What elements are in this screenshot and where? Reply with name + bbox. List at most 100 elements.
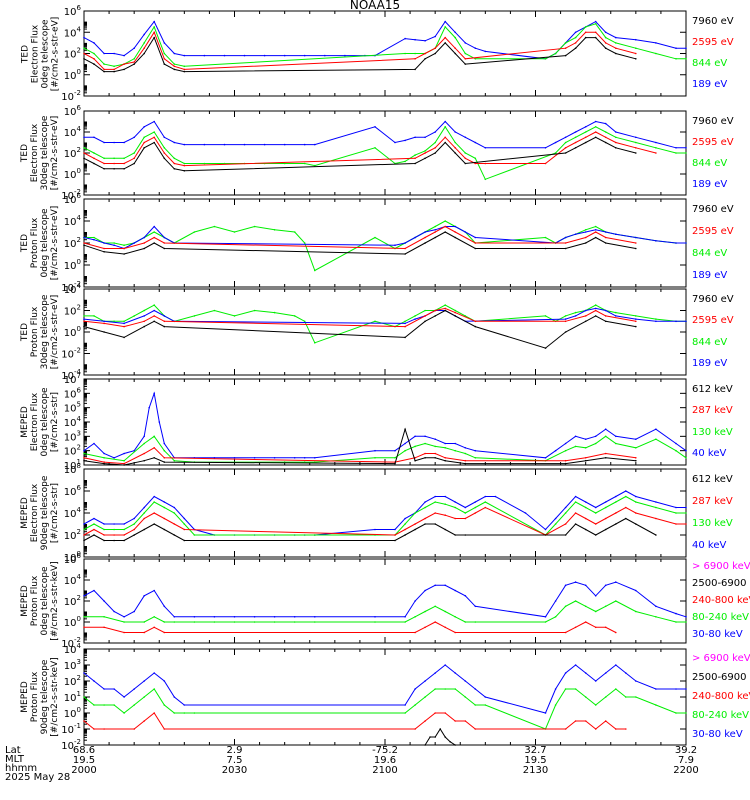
x-row-label: Lat [5, 745, 21, 756]
data-point [233, 616, 236, 618]
data-point [93, 528, 95, 531]
data-point [183, 65, 186, 68]
y-tick-label-base: 10 [64, 261, 77, 272]
data-point [655, 506, 657, 509]
data-point [374, 147, 376, 149]
data-point [103, 168, 105, 170]
data-point [153, 20, 155, 23]
data-point [604, 136, 607, 139]
y-tick-label: 102 [64, 47, 81, 61]
y-tick-label-exponent: 4 [77, 282, 82, 290]
y-tick-label-exponent: 4 [77, 573, 82, 581]
data-point [635, 512, 637, 514]
data-point [655, 501, 657, 503]
data-point [424, 157, 426, 160]
data-point [584, 696, 587, 698]
data-point [635, 315, 637, 317]
data-point [303, 143, 306, 146]
data-point [103, 141, 105, 144]
y-tick-label-base: 10 [64, 307, 77, 318]
data-point [314, 621, 316, 623]
data-point [615, 141, 617, 144]
data-point [414, 616, 416, 618]
data-point [83, 318, 85, 320]
data-point [484, 178, 487, 181]
y-tick-label: 10-2 [61, 89, 81, 103]
data-point [675, 442, 677, 445]
legend-entry: 844 eV [692, 58, 728, 70]
data-point [153, 242, 155, 244]
y-tick-label: 100 [64, 706, 81, 720]
data-point [464, 534, 467, 536]
data-point [464, 517, 467, 520]
data-point [584, 231, 587, 233]
data-point [655, 616, 657, 618]
data-point [615, 631, 617, 634]
data-point [615, 315, 617, 317]
data-point [604, 626, 607, 629]
y-axis-label-line: TED [20, 233, 30, 253]
series-line-1 [83, 581, 687, 618]
data-point [444, 688, 447, 690]
data-point [444, 457, 447, 459]
y-tick-label-exponent: 2 [77, 236, 81, 244]
data-point [183, 143, 186, 146]
data-point [93, 442, 95, 445]
y-tick-label: 10-2 [61, 738, 81, 752]
data-point [594, 136, 597, 139]
y-tick-label-exponent: 0 [77, 325, 81, 333]
data-point [584, 438, 587, 441]
data-point [594, 534, 597, 536]
y-tick-label: 104 [64, 642, 82, 656]
y-axis-label-line: Proton Flux [30, 217, 40, 269]
legend-entry: 7960 eV [692, 293, 734, 305]
data-point [163, 147, 166, 149]
y-tick-label: 104 [64, 25, 82, 39]
x-tick-label-lat: 68.6 [72, 745, 96, 756]
data-point [574, 495, 577, 498]
data-point [394, 449, 396, 452]
data-point [474, 236, 477, 239]
data-point [655, 605, 657, 608]
data-point [173, 621, 176, 623]
chart-title: NOAA15 [349, 0, 401, 12]
data-point [635, 247, 637, 250]
data-point [163, 728, 166, 730]
data-point [615, 47, 617, 49]
data-point [123, 459, 125, 462]
data-point [584, 457, 587, 459]
data-point [564, 242, 567, 244]
data-point [604, 528, 607, 531]
data-point [564, 320, 567, 323]
data-point [293, 231, 296, 233]
data-point [93, 589, 95, 592]
data-point [615, 131, 617, 133]
data-point [544, 528, 547, 531]
data-point [83, 720, 85, 722]
y-tick-label-base: 10 [64, 389, 77, 400]
data-point [424, 315, 426, 317]
data-point [635, 152, 637, 154]
data-point [303, 54, 306, 57]
data-point [93, 58, 95, 60]
data-point [574, 315, 577, 317]
data-point [434, 736, 437, 738]
data-point [424, 452, 426, 455]
y-axis-label-7: MEPED Proton Flux 0deg telescope [#/cm2-s-s… [20, 559, 60, 643]
data-point [103, 457, 105, 459]
data-point [93, 136, 95, 139]
data-point [544, 236, 547, 239]
data-point [635, 38, 637, 41]
data-point [474, 242, 477, 244]
data-point [103, 242, 105, 244]
data-point [404, 320, 406, 323]
data-point [655, 152, 657, 154]
data-point [273, 311, 276, 314]
x-tick-label-lat: 32.7 [524, 745, 547, 756]
x-tick-label-hhmm: 2030 [221, 765, 248, 776]
data-point [233, 457, 236, 459]
data-point [444, 626, 447, 629]
data-point [158, 421, 161, 423]
